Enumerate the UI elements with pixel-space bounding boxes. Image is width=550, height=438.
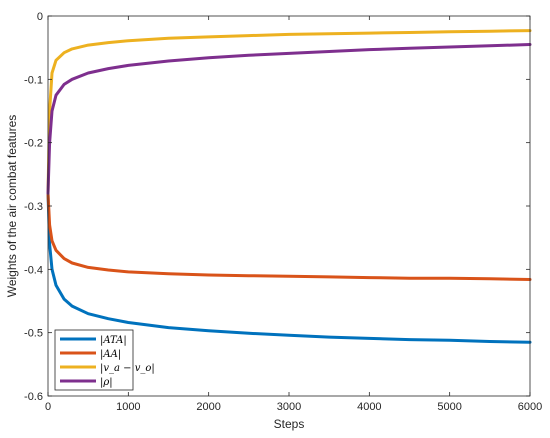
legend: |ATA| |AA| |v_a − v_o| |ρ|: [54, 329, 155, 391]
series-line: [46, 43, 532, 195]
y-axis-label: Weights of the air combat features: [5, 115, 19, 298]
series-line: [46, 191, 532, 281]
legend-label: |ATA|: [100, 335, 127, 346]
y-tick-label: 0: [37, 11, 43, 23]
x-tick-label: 1000: [116, 401, 140, 413]
x-axis-label: Steps: [274, 417, 305, 431]
x-tick-label: 6000: [518, 401, 542, 413]
series-line: [46, 191, 532, 344]
x-tick-label: 5000: [437, 401, 461, 413]
x-tick-label: 3000: [277, 401, 301, 413]
legend-label: |ρ|: [100, 377, 113, 388]
plot-frame: [47, 15, 531, 397]
x-tick-label: 4000: [357, 401, 381, 413]
y-tick-label: -0.4: [24, 264, 43, 276]
x-tick-label: 2000: [196, 401, 220, 413]
y-tick-label: -0.3: [24, 201, 43, 213]
x-tick-label: 0: [45, 401, 51, 413]
y-tick-label: -0.6: [24, 391, 43, 403]
legend-label: |AA|: [100, 349, 121, 360]
y-tick-label: -0.2: [24, 138, 43, 150]
series-line: [46, 29, 532, 195]
y-tick-label: -0.1: [24, 74, 43, 86]
y-tick-label: -0.5: [24, 328, 43, 340]
legend-label: |v_a − v_o|: [100, 363, 155, 374]
